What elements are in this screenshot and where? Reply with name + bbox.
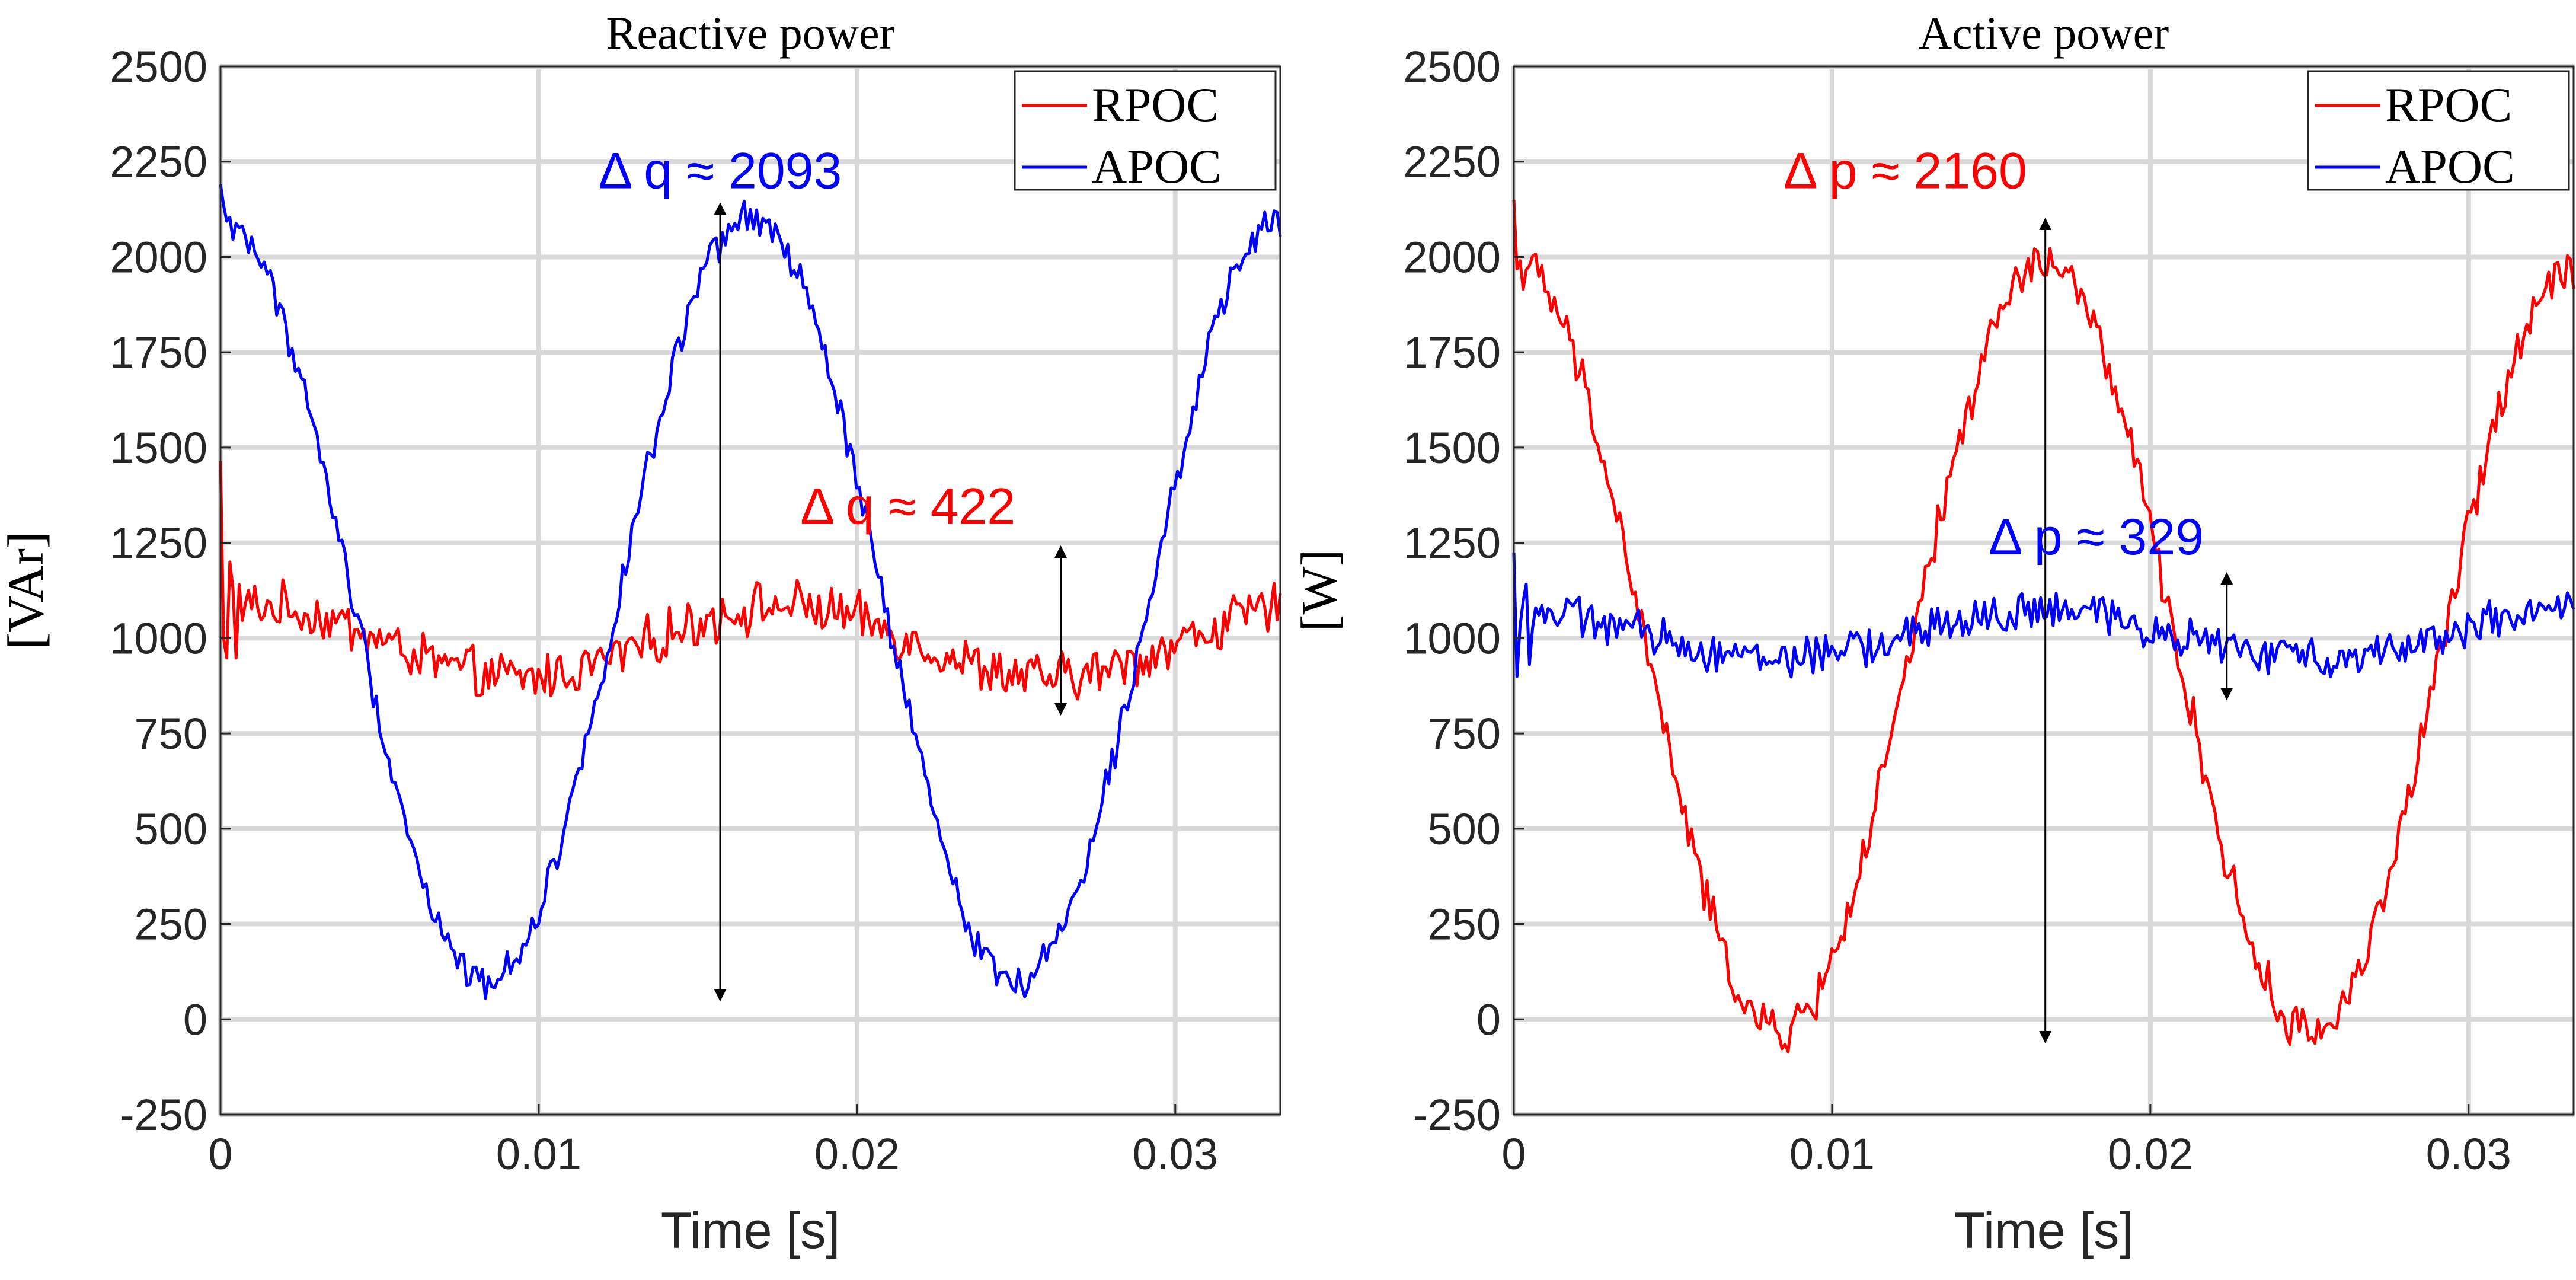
plot-area	[220, 66, 1280, 1115]
y-tick-label: 2000	[1403, 232, 1501, 282]
x-axis-label: Time [s]	[661, 1202, 840, 1259]
y-tick-label: 250	[135, 900, 207, 949]
y-tick-label: 1000	[1403, 614, 1501, 663]
tick-labels: -250025050075010001250150017502000225025…	[1403, 42, 2511, 1179]
delta-annotation: Δ p ≈ 2160	[1784, 143, 2027, 200]
legend-label-rpoc: RPOC	[1092, 78, 1219, 132]
chart-title: Active power	[1919, 7, 2169, 59]
legend-label-apoc: APOC	[2385, 139, 2515, 193]
x-tick-label: 0.01	[496, 1129, 581, 1179]
series-line-rpoc	[219, 461, 1282, 701]
legend-label-apoc: APOC	[1092, 139, 1222, 193]
x-tick-label: 0.03	[1133, 1129, 1218, 1179]
y-tick-label: -250	[1413, 1090, 1501, 1139]
chart-title: Reactive power	[606, 7, 894, 59]
legend-box	[1014, 70, 1277, 191]
x-tick-label: 0.03	[2426, 1129, 2511, 1179]
x-axis-label: Time [s]	[1954, 1202, 2134, 1259]
delta-arrows	[714, 202, 1068, 1002]
annotations: Δ q ≈ 2093 Δ q ≈ 422	[599, 143, 1016, 535]
legend: RPOC APOC	[1014, 70, 1277, 193]
delta-arrows	[2039, 218, 2233, 1043]
y-axis-label: [VAr]	[0, 531, 54, 649]
y-tick-label: 1750	[1403, 328, 1501, 377]
delta-annotation: Δ p ≈ 329	[1989, 509, 2204, 566]
y-tick-label: 750	[1428, 709, 1501, 758]
series-line-apoc	[219, 184, 1282, 1000]
y-tick-label: -250	[120, 1090, 207, 1139]
y-tick-label: 0	[1476, 995, 1501, 1044]
y-tick-label: 500	[1428, 805, 1501, 854]
legend-box	[2307, 70, 2570, 191]
active-power-panel: -250025050075010001250150017502000225025…	[1290, 7, 2575, 1259]
y-tick-label: 750	[135, 709, 207, 758]
y-tick-label: 500	[135, 805, 207, 854]
legend: RPOC APOC	[2307, 70, 2570, 193]
x-tick-label: 0.01	[1789, 1129, 1875, 1179]
plot-area	[1514, 66, 2574, 1115]
axes-frame	[1513, 65, 2575, 1116]
y-tick-label: 2250	[1403, 138, 1501, 187]
y-tick-label: 250	[1428, 900, 1501, 949]
reactive-power-panel: -250025050075010001250150017502000225025…	[0, 7, 1282, 1259]
y-tick-label: 1500	[1403, 423, 1501, 473]
y-tick-label: 2500	[110, 42, 207, 91]
series-lines	[219, 184, 1282, 1000]
y-tick-label: 2000	[110, 232, 207, 282]
y-tick-label: 0	[183, 995, 207, 1044]
y-tick-label: 2500	[1403, 42, 1501, 91]
delta-annotation: Δ q ≈ 2093	[599, 143, 842, 200]
tick-labels: -250025050075010001250150017502000225025…	[110, 42, 1217, 1179]
y-tick-label: 1000	[110, 614, 207, 663]
x-tick-label: 0.02	[814, 1129, 900, 1179]
y-tick-label: 1500	[110, 423, 207, 473]
axes-frame	[219, 65, 1281, 1116]
x-tick-label: 0	[1501, 1129, 1526, 1179]
y-tick-label: 1250	[110, 519, 207, 568]
x-tick-label: 0.02	[2108, 1129, 2193, 1179]
annotations: Δ p ≈ 2160 Δ p ≈ 329	[1784, 143, 2204, 566]
y-tick-label: 1750	[110, 328, 207, 377]
delta-annotation: Δ q ≈ 422	[800, 478, 1015, 535]
x-tick-label: 0	[208, 1129, 232, 1179]
y-tick-label: 2250	[110, 138, 207, 187]
y-axis-label: [W]	[1290, 550, 1347, 631]
legend-label-rpoc: RPOC	[2385, 78, 2512, 132]
y-tick-label: 1250	[1403, 519, 1501, 568]
